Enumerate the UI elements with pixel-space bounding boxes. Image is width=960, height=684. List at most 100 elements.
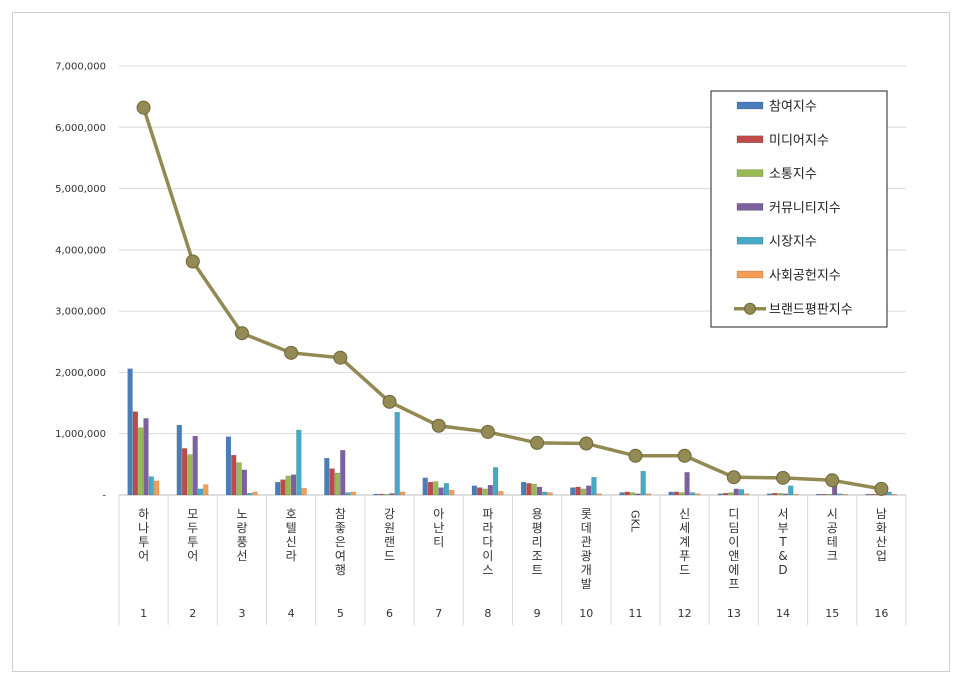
y-tick-label: 1,000,000 (55, 429, 106, 440)
brand-index-point-GKL (628, 448, 643, 463)
legend-swatch (736, 169, 764, 177)
bar-커뮤니티지수-강원랜드 (389, 493, 395, 496)
legend-swatch (736, 101, 764, 110)
bar-시장지수-디딤이앤에프 (738, 489, 745, 496)
bar-사회공헌지수-하나투어 (153, 480, 160, 496)
legend-label: 커뮤니티지수 (769, 201, 841, 216)
bar-참여지수-참좋은여행 (324, 458, 330, 496)
bar-사회공헌지수-용평리조트 (547, 492, 553, 496)
bar-커뮤니티지수-파라다이스 (487, 484, 493, 496)
rank-label: 16 (874, 607, 888, 620)
bar-소통지수-노랑풍선 (236, 462, 242, 496)
bar-커뮤니티지수-신세계푸드 (684, 472, 690, 496)
bar-소통지수-롯데관광개발 (580, 488, 586, 496)
bar-사회공헌지수-GKL (645, 493, 652, 496)
bar-미디어지수-아난티 (427, 481, 434, 496)
bar-소통지수-참좋은여행 (334, 472, 341, 496)
brand-index-polyline (141, 107, 882, 491)
rank-label: 13 (727, 607, 741, 620)
bar-커뮤니티지수-롯데관광개발 (586, 485, 592, 496)
legend-marker (744, 302, 756, 315)
bar-시장지수-서부T&D (788, 485, 794, 496)
bar-미디어지수-디딤이앤에프 (723, 492, 729, 496)
bar-소통지수-서부T&D (777, 492, 783, 496)
bar-참여지수-노랑풍선 (225, 436, 232, 496)
rank-label: 1 (140, 607, 147, 620)
rank-label: 5 (337, 607, 344, 620)
legend-label: 시장지수 (769, 235, 817, 250)
bar-커뮤니티지수-디딤이앤에프 (733, 488, 739, 496)
bar-시장지수-신세계푸드 (689, 492, 695, 496)
rank-label: 4 (288, 607, 295, 620)
bar-시장지수-노랑풍선 (247, 492, 253, 496)
bar-사회공헌지수-모두투어 (203, 484, 209, 496)
bar-참여지수-하나투어 (127, 368, 133, 496)
bar-소통지수-GKL (629, 492, 636, 496)
y-tick-label: - (102, 491, 106, 502)
bar-사회공헌지수-노랑풍선 (252, 491, 258, 496)
bar-커뮤니티지수-노랑풍선 (241, 469, 247, 496)
gridlines (118, 65, 907, 625)
bar-시장지수-아난티 (443, 483, 450, 496)
bar-시장지수-GKL (640, 470, 646, 496)
y-tick-label: 3,000,000 (55, 307, 106, 318)
brand-index-point-신세계푸드 (677, 448, 692, 463)
legend-label: 소통지수 (769, 167, 817, 182)
bar-소통지수-아난티 (433, 481, 439, 496)
bar-커뮤니티지수-하나투어 (143, 418, 149, 496)
bar-미디어지수-남화산업 (870, 494, 876, 496)
y-tick-label: 4,000,000 (55, 245, 106, 256)
legend-swatch (736, 270, 764, 279)
rank-label: 3 (238, 607, 245, 620)
bar-사회공헌지수-남화산업 (891, 494, 898, 496)
bar-커뮤니티지수-모두투어 (192, 435, 198, 496)
legend-swatch (736, 203, 764, 211)
bar-참여지수-남화산업 (865, 494, 871, 496)
rank-label: 12 (678, 607, 692, 620)
y-axis-tick-labels: 7,000,000 6,000,000 5,000,000 4,000,000 3,00… (55, 62, 106, 502)
category-label: 서 부 T & D (778, 507, 789, 577)
brand-index-point-하나투어 (136, 100, 151, 115)
bar-사회공헌지수-신세계푸드 (695, 493, 701, 496)
rank-label: 14 (776, 607, 790, 620)
bar-참여지수-파라다이스 (471, 485, 478, 496)
bar-미디어지수-서부T&D (772, 492, 778, 496)
bar-커뮤니티지수-용평리조트 (536, 486, 543, 496)
bar-시장지수-시공테크 (837, 493, 843, 496)
brand-index-point-노랑풍선 (234, 326, 249, 341)
bar-미디어지수-모두투어 (181, 448, 188, 496)
bar-미디어지수-파라다이스 (477, 487, 483, 496)
brand-index-point-디딤이앤에프 (726, 470, 741, 485)
legend-swatch (736, 236, 764, 245)
bar-참여지수-서부T&D (766, 493, 773, 496)
brand-index-point-남화산업 (874, 481, 889, 496)
brand-index-line (136, 100, 889, 496)
brand-index-point-강원랜드 (382, 394, 397, 409)
y-tick-label: 6,000,000 (55, 123, 106, 134)
bar-커뮤니티지수-참좋은여행 (340, 450, 346, 496)
bar-시장지수-남화산업 (886, 491, 892, 496)
bar-참여지수-디딤이앤에프 (717, 493, 723, 496)
bar-참여지수-시공테크 (816, 494, 822, 496)
bar-참여지수-용평리조트 (520, 481, 527, 496)
brand-index-point-아난티 (431, 418, 446, 433)
bar-커뮤니티지수-GKL (635, 493, 641, 496)
rank-label: 8 (484, 607, 491, 620)
rank-label: 2 (189, 607, 196, 620)
bar-미디어지수-호텔신라 (280, 479, 286, 496)
brand-index-point-롯데관광개발 (579, 436, 594, 451)
bar-미디어지수-노랑풍선 (231, 454, 237, 496)
bar-사회공헌지수-참좋은여행 (350, 491, 356, 496)
brand-index-point-시공테크 (825, 473, 840, 488)
bar-소통지수-하나투어 (138, 427, 144, 496)
bar-소통지수-파라다이스 (482, 488, 488, 496)
rank-label: 15 (825, 607, 839, 620)
